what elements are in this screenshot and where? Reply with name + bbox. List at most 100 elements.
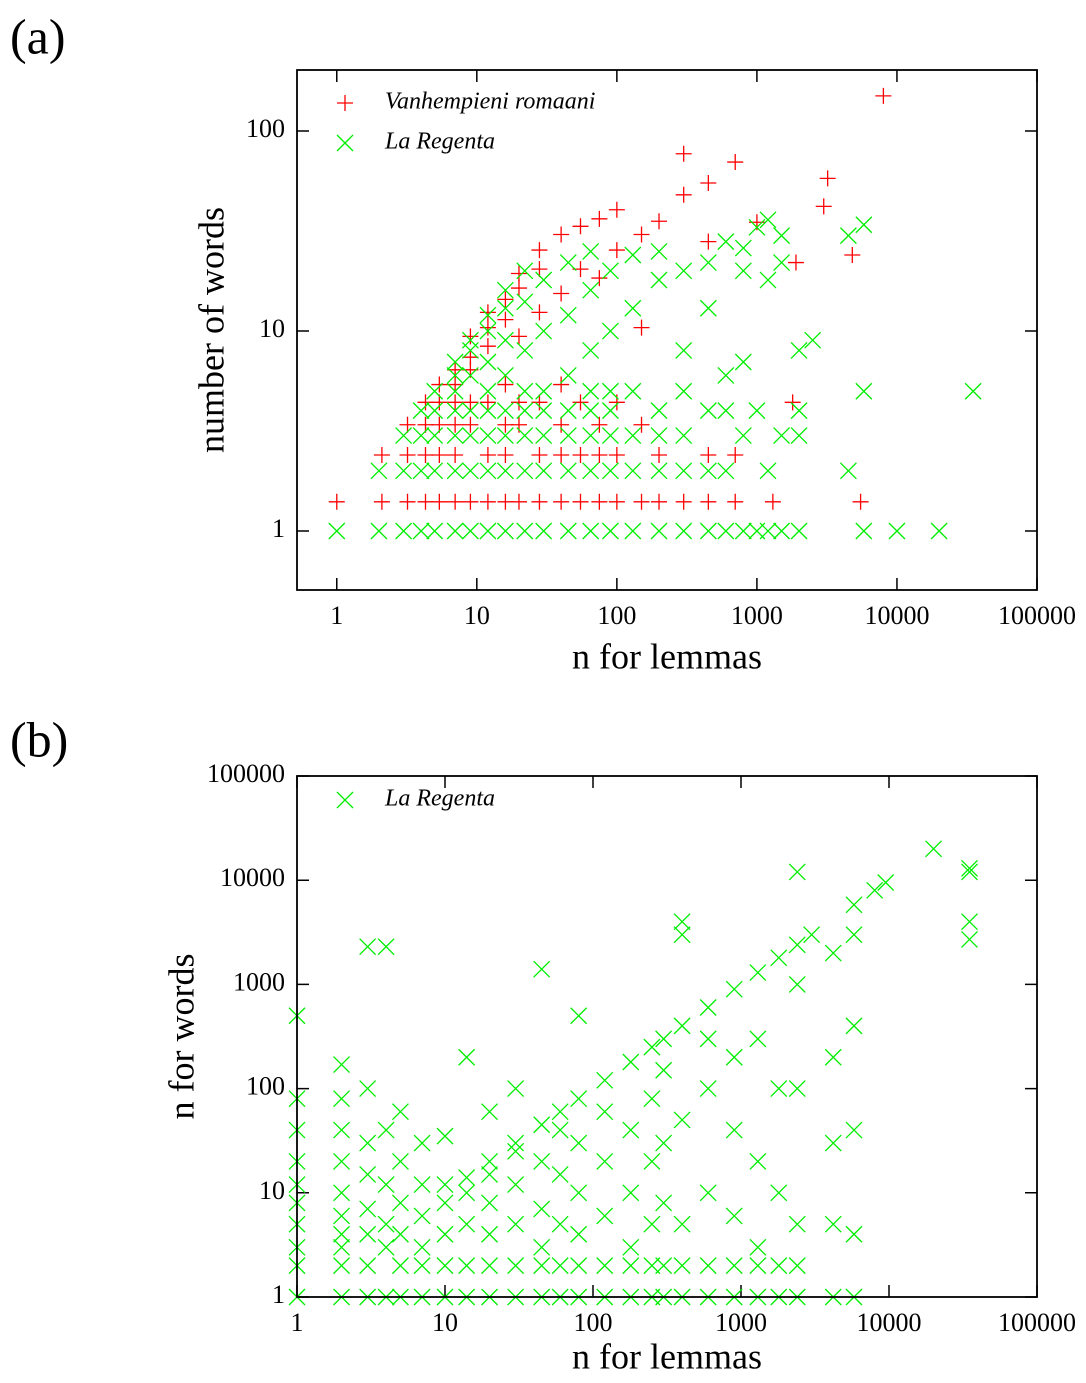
x-tick-label: 1000 <box>715 1308 767 1337</box>
point <box>845 926 863 944</box>
point <box>535 402 553 420</box>
point <box>650 427 668 445</box>
legend-label: Vanhempieni romaani <box>385 89 595 115</box>
point <box>717 462 735 480</box>
x-axis-label: n for lemmas <box>572 636 762 676</box>
point <box>591 270 608 287</box>
point <box>803 926 821 944</box>
point <box>417 416 434 433</box>
point <box>655 1061 673 1079</box>
point <box>413 1134 431 1152</box>
point <box>770 1184 788 1202</box>
point <box>819 170 836 187</box>
point <box>510 280 527 297</box>
y-tick-label: 100 <box>246 1072 285 1101</box>
point <box>507 1142 525 1160</box>
point <box>516 402 534 420</box>
y-tick-label: 1 <box>272 514 285 543</box>
point <box>399 416 416 433</box>
point <box>699 1184 717 1202</box>
point <box>601 262 619 280</box>
point <box>624 427 642 445</box>
x-tick-label: 1 <box>330 601 343 630</box>
point <box>479 353 497 371</box>
point <box>773 254 791 272</box>
point <box>553 226 570 243</box>
point <box>516 293 534 311</box>
point <box>333 1056 351 1074</box>
points <box>288 840 978 1306</box>
point <box>673 913 691 931</box>
point <box>601 462 619 480</box>
point <box>650 522 668 540</box>
point <box>699 1080 717 1098</box>
point <box>700 493 717 510</box>
point <box>601 322 619 340</box>
point <box>417 394 434 411</box>
point <box>533 1257 551 1275</box>
point <box>643 1038 661 1056</box>
point <box>458 1048 476 1066</box>
point <box>447 376 464 393</box>
point <box>699 462 717 480</box>
point <box>496 522 514 540</box>
panel-label: (b) <box>10 711 68 767</box>
point <box>446 366 464 384</box>
point <box>462 394 479 411</box>
point <box>650 402 668 420</box>
point <box>700 174 717 191</box>
point <box>333 1238 351 1256</box>
point <box>591 446 608 463</box>
point <box>717 233 735 251</box>
point <box>481 1194 499 1212</box>
point <box>462 416 479 433</box>
point <box>447 493 464 510</box>
point <box>700 446 717 463</box>
point <box>551 1215 569 1233</box>
point <box>699 402 717 420</box>
point <box>391 1194 409 1212</box>
point <box>328 493 345 510</box>
point <box>725 1207 743 1225</box>
point <box>553 493 570 510</box>
point <box>479 462 497 480</box>
point <box>446 462 464 480</box>
point <box>531 446 548 463</box>
point <box>479 522 497 540</box>
x-tick-label: 100 <box>574 1308 613 1337</box>
point <box>572 446 589 463</box>
point <box>436 1127 454 1145</box>
point <box>391 1257 409 1275</box>
point <box>507 1134 525 1152</box>
point <box>333 1184 351 1202</box>
point <box>507 1215 525 1233</box>
point <box>426 522 444 540</box>
point <box>533 1152 551 1170</box>
point <box>734 427 752 445</box>
point <box>395 522 413 540</box>
point <box>510 493 527 510</box>
point <box>643 1257 661 1275</box>
point <box>497 416 514 433</box>
point <box>417 446 434 463</box>
point <box>824 1048 842 1066</box>
point <box>787 254 804 271</box>
point <box>582 281 600 299</box>
point <box>643 1152 661 1170</box>
point <box>844 247 861 264</box>
point <box>582 382 600 400</box>
x-tick-label: 100000 <box>998 1308 1076 1337</box>
point <box>535 427 553 445</box>
point <box>624 462 642 480</box>
point <box>748 402 766 420</box>
x-tick-label: 1000 <box>731 601 783 630</box>
point <box>673 926 691 944</box>
point <box>359 1200 377 1218</box>
point <box>608 201 625 218</box>
y-tick-label: 100000 <box>207 759 285 788</box>
y-tick-label: 100 <box>246 114 285 143</box>
point <box>551 1121 569 1139</box>
point <box>479 322 497 340</box>
point <box>370 522 388 540</box>
point <box>717 366 735 384</box>
